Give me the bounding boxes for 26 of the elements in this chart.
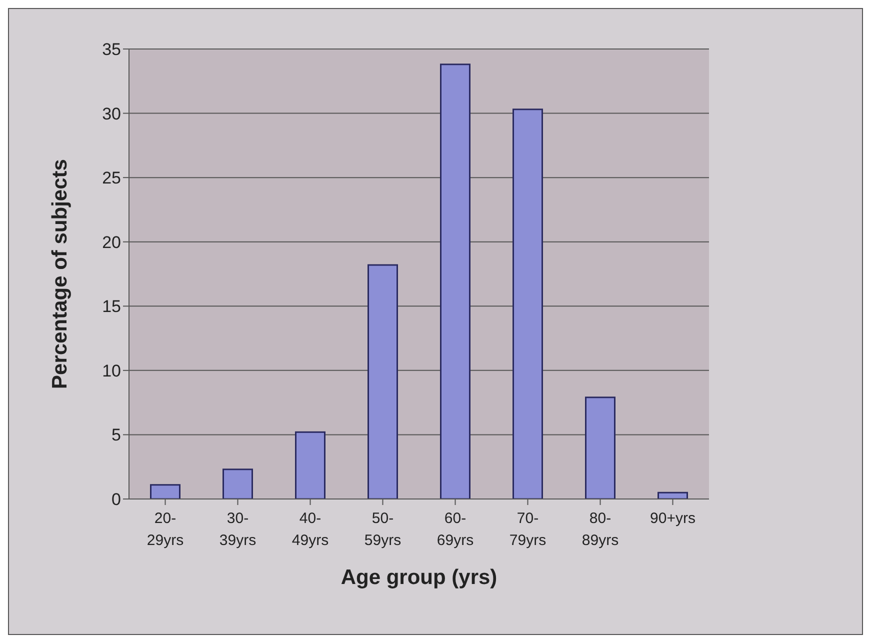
x-tick-label: 50-59yrs xyxy=(364,510,402,549)
y-tick-label: 20 xyxy=(102,232,121,252)
y-tick-label: 25 xyxy=(102,168,121,188)
x-axis-title: Age group (yrs) xyxy=(340,566,498,589)
x-tick-label: 90+yrs xyxy=(650,510,696,527)
x-tick-label: 40-49yrs xyxy=(292,510,329,549)
y-axis-title: Percentage of subjects xyxy=(48,159,72,389)
bar xyxy=(512,108,543,499)
bar xyxy=(295,431,326,499)
bar xyxy=(222,468,253,499)
y-tick-label: 30 xyxy=(102,104,121,124)
y-tick-label: 15 xyxy=(102,297,121,316)
x-tick-label: 60-69yrs xyxy=(436,510,474,549)
bar xyxy=(440,64,470,499)
x-tick-label: 20-29yrs xyxy=(146,510,184,549)
x-tick-label: 30-39yrs xyxy=(219,510,256,549)
bar xyxy=(368,264,398,499)
bar xyxy=(658,492,688,499)
y-tick-label: 35 xyxy=(102,40,121,60)
x-tick-label: 80-89yrs xyxy=(582,510,619,549)
bar xyxy=(585,396,616,499)
y-tick-label: 0 xyxy=(112,490,121,510)
x-tick-label: 70-79yrs xyxy=(509,510,546,549)
y-tick-label: 10 xyxy=(102,361,121,380)
y-tick-label: 5 xyxy=(112,426,121,445)
bar xyxy=(150,484,180,499)
